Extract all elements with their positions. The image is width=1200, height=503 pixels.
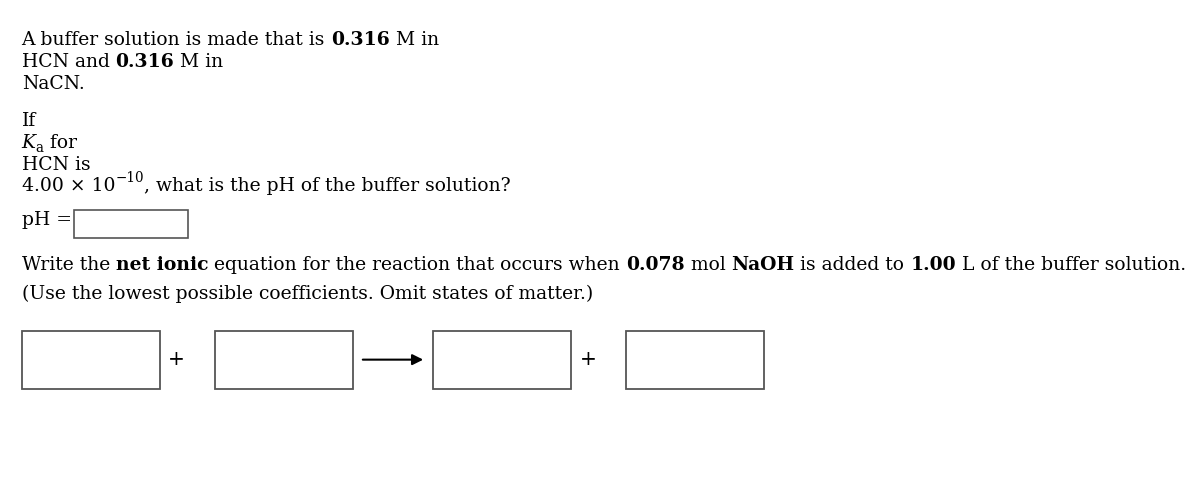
Text: +: + xyxy=(168,350,185,369)
Text: (Use the lowest possible coefficients. Omit states of matter.): (Use the lowest possible coefficients. O… xyxy=(22,284,593,303)
Text: 1.00: 1.00 xyxy=(911,257,956,274)
Text: equation for the reaction that occurs when: equation for the reaction that occurs wh… xyxy=(209,257,626,274)
Text: HCN and: HCN and xyxy=(22,53,115,71)
Text: , what is the pH of the buffer solution?: , what is the pH of the buffer solution? xyxy=(144,177,510,195)
Text: NaCN.: NaCN. xyxy=(22,74,84,93)
Text: mol: mol xyxy=(684,257,731,274)
Text: +: + xyxy=(580,350,596,369)
Text: a: a xyxy=(36,141,43,155)
Text: 0.316: 0.316 xyxy=(331,31,390,49)
Text: 4.00 × 10: 4.00 × 10 xyxy=(22,177,115,195)
Text: is added to: is added to xyxy=(794,257,911,274)
Text: HCN is: HCN is xyxy=(22,155,90,174)
Text: pH =: pH = xyxy=(22,211,72,229)
Text: for: for xyxy=(43,134,77,152)
Text: net ionic: net ionic xyxy=(116,257,209,274)
Text: 0.316: 0.316 xyxy=(115,53,174,71)
Text: 0.078: 0.078 xyxy=(626,257,684,274)
Text: Write the: Write the xyxy=(22,257,116,274)
Text: L of the buffer solution.: L of the buffer solution. xyxy=(956,257,1187,274)
Text: If: If xyxy=(22,112,36,130)
Text: K: K xyxy=(22,134,36,152)
Text: M in: M in xyxy=(390,31,439,49)
Text: NaOH: NaOH xyxy=(731,257,794,274)
Text: −10: −10 xyxy=(115,171,144,185)
Text: M in: M in xyxy=(174,53,223,71)
Text: A buffer solution is made that is: A buffer solution is made that is xyxy=(22,31,331,49)
